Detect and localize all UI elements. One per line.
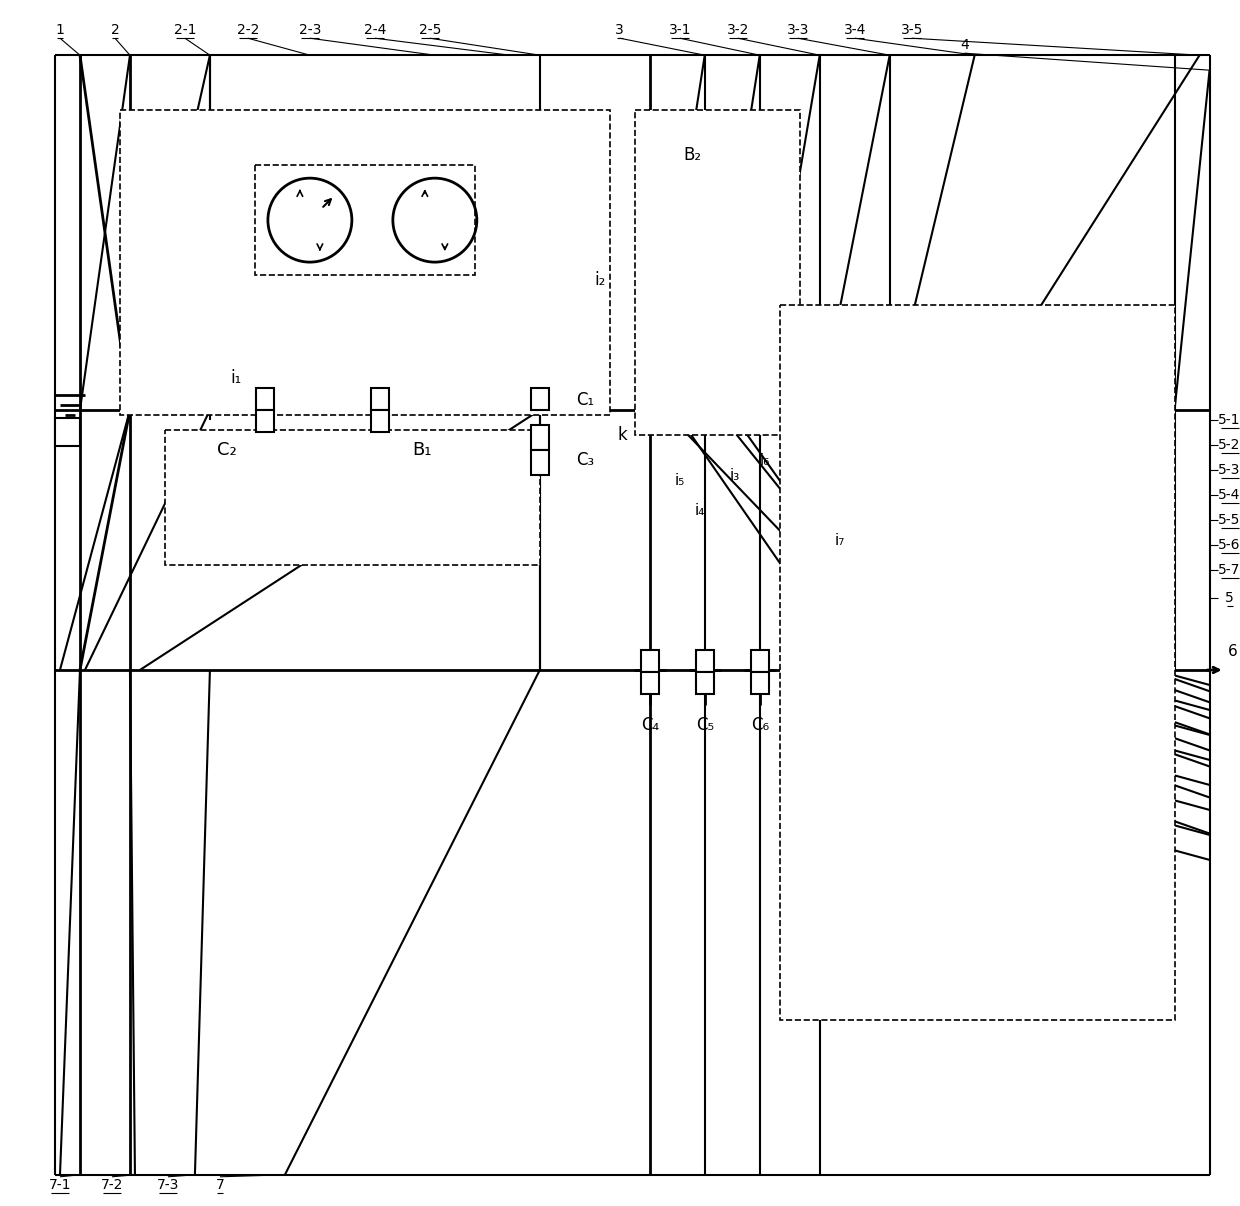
Text: i₃: i₃	[729, 468, 740, 482]
Text: i₂: i₂	[594, 271, 605, 289]
Text: i₇: i₇	[835, 533, 844, 548]
Text: i₄: i₄	[694, 503, 704, 517]
Text: C₁: C₁	[575, 391, 594, 409]
Text: 3: 3	[615, 23, 624, 37]
Bar	[635, 110, 800, 435]
Bar	[531, 450, 549, 475]
Text: i₁: i₁	[229, 369, 241, 387]
Bar	[255, 165, 475, 275]
Text: i₅: i₅	[675, 473, 684, 487]
Bar	[165, 431, 539, 566]
Bar	[371, 388, 389, 410]
Text: B₂: B₂	[683, 146, 702, 164]
Text: 2-4: 2-4	[363, 23, 386, 37]
Text: B₁: B₁	[412, 441, 432, 459]
Text: 5-5: 5-5	[1219, 513, 1240, 527]
Text: 5-1: 5-1	[1219, 414, 1240, 427]
Text: 6: 6	[1228, 644, 1238, 660]
Text: 2-2: 2-2	[237, 23, 259, 37]
Text: C₅: C₅	[696, 716, 714, 734]
Bar	[750, 650, 769, 672]
Bar	[120, 110, 610, 415]
Text: 4: 4	[960, 39, 968, 52]
Text: 1: 1	[56, 23, 64, 37]
Text: 3-4: 3-4	[843, 23, 866, 37]
Bar	[696, 672, 714, 693]
Text: 7-1: 7-1	[48, 1178, 71, 1192]
Text: k: k	[618, 426, 627, 444]
Text: C₄: C₄	[641, 716, 658, 734]
Bar	[371, 410, 389, 432]
Text: 3-3: 3-3	[786, 23, 808, 37]
Bar	[531, 388, 549, 410]
Text: 5-4: 5-4	[1219, 488, 1240, 502]
Text: 7: 7	[216, 1178, 224, 1192]
Bar	[531, 425, 549, 450]
Text: 3-5: 3-5	[900, 23, 923, 37]
Text: i₆: i₆	[760, 452, 770, 468]
Text: 5-6: 5-6	[1219, 538, 1240, 552]
Text: 2: 2	[110, 23, 119, 37]
Text: 3-1: 3-1	[668, 23, 691, 37]
Text: 5-2: 5-2	[1219, 438, 1240, 452]
Bar	[55, 418, 79, 446]
Text: 2-3: 2-3	[299, 23, 321, 37]
Text: 7-2: 7-2	[100, 1178, 123, 1192]
Text: C₂: C₂	[217, 441, 237, 459]
Bar	[641, 650, 658, 672]
Text: 5: 5	[1225, 591, 1234, 605]
Text: 2-1: 2-1	[174, 23, 196, 37]
Text: 3-2: 3-2	[727, 23, 749, 37]
Bar	[750, 672, 769, 693]
Bar	[641, 672, 658, 693]
Bar	[255, 388, 274, 410]
Text: C₆: C₆	[750, 716, 769, 734]
Text: 5-7: 5-7	[1219, 563, 1240, 576]
Text: 7-3: 7-3	[156, 1178, 179, 1192]
Text: C₃: C₃	[575, 451, 594, 469]
Bar	[696, 650, 714, 672]
Text: 5-3: 5-3	[1219, 463, 1240, 478]
Bar	[255, 410, 274, 432]
Bar	[780, 305, 1174, 1020]
Text: 2-5: 2-5	[419, 23, 441, 37]
